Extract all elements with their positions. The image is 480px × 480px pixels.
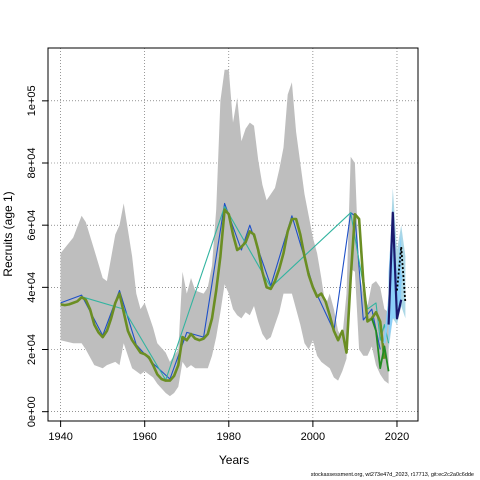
x-tick-label: 1960 bbox=[132, 431, 156, 443]
y-tick-label: 0e+00 bbox=[26, 396, 38, 427]
y-tick-label: 2e+04 bbox=[26, 334, 38, 365]
x-axis-title: Years bbox=[219, 453, 249, 467]
y-tick-label: 6e+04 bbox=[26, 210, 38, 241]
y-axis: 0e+00 2e+04 4e+04 6e+04 8e+04 1e+05 bbox=[26, 85, 48, 427]
x-tick-label: 2020 bbox=[385, 431, 409, 443]
y-tick-label: 4e+04 bbox=[26, 272, 38, 303]
y-axis-title: Recruits (age 1) bbox=[1, 191, 15, 276]
series-lines bbox=[60, 202, 407, 382]
x-tick-label: 1940 bbox=[48, 431, 72, 443]
y-tick-label: 1e+05 bbox=[26, 85, 38, 116]
series-line-2 bbox=[60, 202, 381, 380]
confidence-band bbox=[60, 69, 389, 397]
series-line-1 bbox=[60, 208, 386, 382]
x-axis: 1940 1960 1980 2000 2020 bbox=[48, 420, 409, 443]
series-line-5 bbox=[383, 255, 403, 344]
series-line-6 bbox=[387, 211, 403, 325]
series-line-7 bbox=[396, 245, 407, 303]
series-line-4 bbox=[370, 318, 390, 372]
y-tick-label: 8e+04 bbox=[26, 148, 38, 179]
x-tick-label: 2000 bbox=[301, 431, 325, 443]
footer-note: stockassessment.org, wt273e47d_2023, r17… bbox=[310, 472, 474, 478]
x-tick-label: 1980 bbox=[217, 431, 241, 443]
